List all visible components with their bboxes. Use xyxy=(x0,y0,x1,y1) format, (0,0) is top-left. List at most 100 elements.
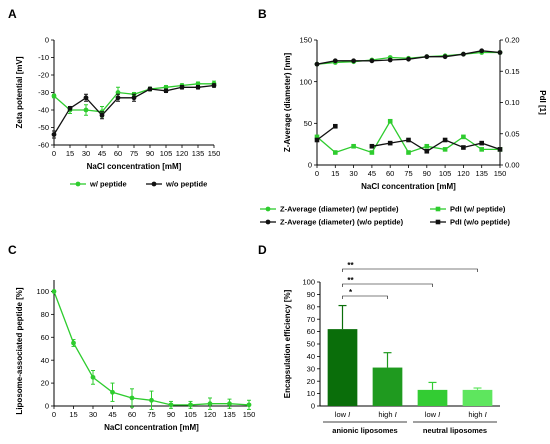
y-right-tick-label: 0.05 xyxy=(505,129,520,138)
legend-label: PdI (w/o peptide) xyxy=(450,218,510,227)
y-tick-label: 50 xyxy=(304,119,312,128)
x-tick-label: 60 xyxy=(114,149,122,158)
y-tick-label: 0 xyxy=(311,402,315,411)
data-point xyxy=(479,147,484,152)
significance-label: ** xyxy=(347,276,354,285)
series-line-2 xyxy=(316,120,500,154)
legend-marker xyxy=(265,219,271,225)
x-tick-label: 30 xyxy=(349,169,357,178)
x-tick-label: 30 xyxy=(82,149,90,158)
x-tick-label: 150 xyxy=(243,410,256,419)
data-point xyxy=(461,134,466,140)
x-tick-label: 90 xyxy=(146,149,154,158)
x-category-label: low I xyxy=(425,410,440,419)
x-tick-label: 75 xyxy=(130,149,138,158)
y-tick-label: -20 xyxy=(38,71,49,80)
panel-letter-a: A xyxy=(8,7,17,21)
data-point xyxy=(314,134,320,140)
data-point xyxy=(479,48,485,54)
x-tick-label: 150 xyxy=(494,169,507,178)
data-point xyxy=(163,84,169,90)
y-right-tick-label: 0.20 xyxy=(505,36,520,45)
y-axis-title: Liposome-associated peptide [%] xyxy=(15,287,24,414)
x-tick-label: 0 xyxy=(52,149,56,158)
data-point xyxy=(369,143,375,149)
data-point xyxy=(387,140,393,146)
data-point xyxy=(442,54,448,60)
category-symbol: I xyxy=(438,410,440,419)
group-label: anionic liposomes xyxy=(332,426,397,435)
category-prefix: high xyxy=(468,410,484,419)
data-point xyxy=(129,395,135,401)
legend-marker xyxy=(265,206,271,212)
y-tick-label: -50 xyxy=(38,123,49,132)
x-tick-label: 30 xyxy=(89,410,97,419)
y-tick-label: 0 xyxy=(45,402,49,411)
data-point xyxy=(195,84,201,90)
x-axis-title: NaCl concentration [mM] xyxy=(87,162,182,171)
significance-label: ** xyxy=(347,261,354,270)
x-tick-label: 0 xyxy=(315,169,319,178)
data-point xyxy=(67,105,73,111)
data-point xyxy=(90,374,96,380)
x-tick-label: 120 xyxy=(204,410,217,419)
x-tick-label: 150 xyxy=(208,149,221,158)
y-tick-label: -40 xyxy=(38,106,49,115)
data-point xyxy=(227,401,232,407)
y-axis-right-title: PdI [1] xyxy=(538,90,547,115)
bar xyxy=(462,389,493,406)
bar xyxy=(417,389,448,406)
y-tick-label: -60 xyxy=(38,141,49,150)
x-tick-label: 45 xyxy=(108,410,116,419)
x-tick-label: 45 xyxy=(98,149,106,158)
x-tick-label: 105 xyxy=(439,169,452,178)
legend-marker xyxy=(435,206,441,212)
legend-label: Z-Average (diameter) (w/ peptide) xyxy=(280,205,399,214)
group-label: neutral liposomes xyxy=(423,426,487,435)
x-tick-label: 15 xyxy=(69,410,77,419)
y-tick-label: 100 xyxy=(302,278,315,287)
data-point xyxy=(99,112,105,118)
y-tick-label: 100 xyxy=(36,287,49,296)
x-tick-label: 15 xyxy=(66,149,74,158)
y-tick-label: 40 xyxy=(307,352,315,361)
data-point xyxy=(387,118,393,124)
data-point xyxy=(147,86,153,92)
data-point xyxy=(442,147,448,152)
data-point xyxy=(207,401,213,407)
data-point xyxy=(83,95,89,101)
data-point xyxy=(179,84,185,90)
data-point xyxy=(406,137,411,143)
x-tick-label: 90 xyxy=(167,410,175,419)
y-tick-label: 50 xyxy=(307,340,315,349)
data-point xyxy=(51,132,57,137)
category-prefix: low xyxy=(425,410,438,419)
y-tick-label: 0 xyxy=(308,161,312,170)
y-tick-label: 100 xyxy=(299,77,312,86)
significance-label: * xyxy=(349,288,353,297)
legend-label: w/o peptide xyxy=(165,180,207,189)
x-tick-label: 60 xyxy=(128,410,136,419)
x-tick-label: 75 xyxy=(147,410,155,419)
x-tick-label: 135 xyxy=(475,169,488,178)
x-tick-label: 0 xyxy=(52,410,56,419)
y-right-tick-label: 0.15 xyxy=(505,67,520,76)
y-tick-label: 80 xyxy=(307,302,315,311)
category-symbol: I xyxy=(485,410,487,419)
data-point xyxy=(497,147,503,152)
legend-marker xyxy=(151,181,157,187)
bar xyxy=(372,367,403,406)
x-tick-label: 15 xyxy=(331,169,339,178)
x-category-label: low I xyxy=(335,410,350,419)
significance-bracket xyxy=(342,268,478,272)
y-tick-label: 90 xyxy=(307,290,315,299)
data-point xyxy=(314,137,320,143)
data-point xyxy=(333,150,338,155)
y-axis-title: Encapsulation efficiency [%] xyxy=(283,289,292,398)
data-point xyxy=(424,143,430,149)
data-point xyxy=(497,50,503,55)
data-point xyxy=(369,150,375,155)
y-axis-title: Z-Average (diameter) [nm] xyxy=(283,53,292,153)
data-point xyxy=(314,61,320,67)
significance-bracket xyxy=(342,283,433,287)
